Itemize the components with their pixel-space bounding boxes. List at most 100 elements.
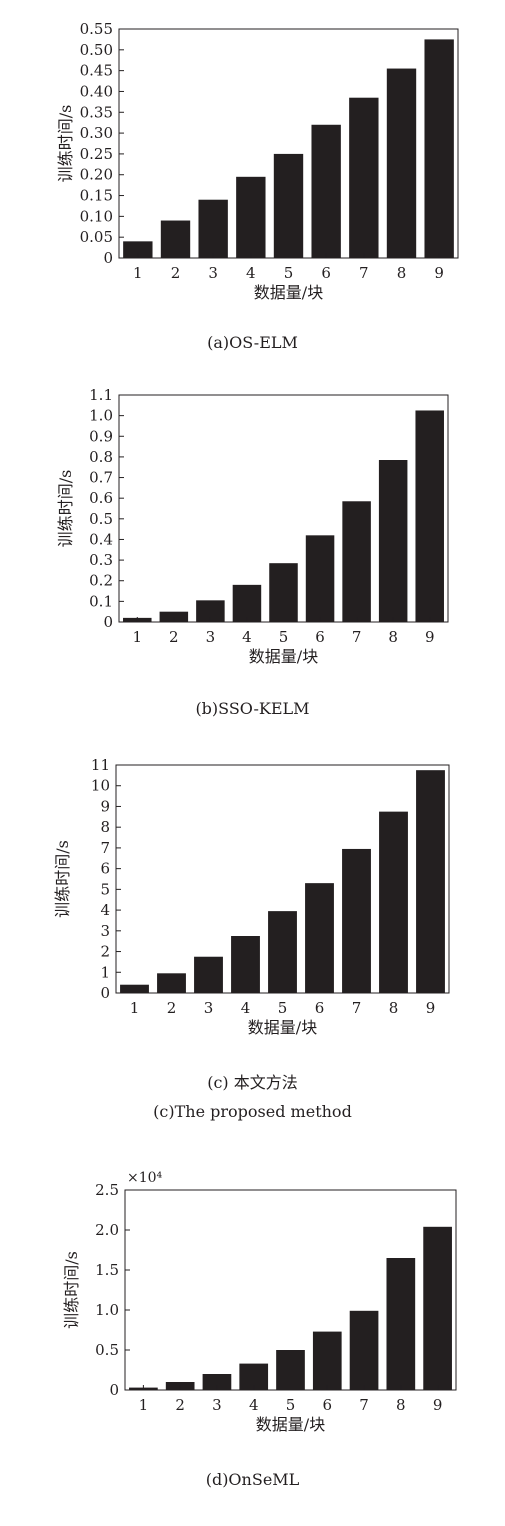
y-tick-label: 2 xyxy=(100,943,110,961)
y-tick-label: 0.5 xyxy=(89,510,113,528)
x-axis-label: 数据量/块 xyxy=(254,283,323,302)
chart-b: 0 0.1 0.2 0.3 0.4 0.5 0.6 0.7 0.8 0.9 1.0 1.1 1 2 3 4 5 6… xyxy=(56,386,449,666)
x-tick-label: 4 xyxy=(246,264,256,282)
x-tick-label: 9 xyxy=(433,1396,443,1414)
bar-7 xyxy=(342,501,371,622)
bar-7 xyxy=(349,1310,379,1390)
bar-2 xyxy=(157,973,186,993)
y-tick-label: 10 xyxy=(91,777,110,795)
x-tick-label: 3 xyxy=(206,628,216,646)
chart-c-caption-en: (c)The proposed method xyxy=(153,1102,352,1121)
bar-5 xyxy=(273,153,304,258)
chart-d: 0 0.5 1.0 1.5 2.0 2.5 1 2 3 4 5 6 7 8 9 数据量/块 训练时间/s ×10⁴ xyxy=(62,1170,457,1434)
bar-3 xyxy=(196,600,225,622)
y-tick-label: 0.5 xyxy=(95,1341,119,1359)
x-tick-label: 5 xyxy=(279,628,289,646)
bar-8 xyxy=(386,68,417,259)
x-tick-label: 9 xyxy=(426,999,436,1017)
y-axis-label: 训练时间/s xyxy=(62,1251,81,1329)
x-tick-label: 1 xyxy=(139,1396,149,1414)
y-tick-label: 0 xyxy=(103,249,113,267)
y-tick-label: 1.5 xyxy=(95,1261,119,1279)
bar-7 xyxy=(342,848,371,993)
x-tick-label: 8 xyxy=(397,264,407,282)
bar-9 xyxy=(416,770,445,993)
x-tick-label: 8 xyxy=(396,1396,406,1414)
y-tick-label: 0.3 xyxy=(89,551,113,569)
y-axis-label: 训练时间/s xyxy=(56,105,75,183)
y-axis-label: 训练时间/s xyxy=(56,470,75,548)
bar-3 xyxy=(198,199,228,258)
y-axis-label: 训练时间/s xyxy=(53,840,72,918)
x-tick-label: 8 xyxy=(389,999,399,1017)
x-tick-label: 8 xyxy=(388,628,398,646)
x-tick-label: 4 xyxy=(242,628,252,646)
y-tick-label: 1.0 xyxy=(95,1301,119,1319)
y-tick-label: 0.50 xyxy=(80,41,113,59)
bar-4 xyxy=(232,584,262,622)
x-tick-label: 7 xyxy=(352,999,362,1017)
y-tick-label: 0.55 xyxy=(80,20,113,38)
x-tick-label: 6 xyxy=(321,264,331,282)
bar-6 xyxy=(305,535,335,622)
y-tick-label: 2.5 xyxy=(95,1181,119,1199)
y-tick-label: 0.8 xyxy=(89,448,113,466)
bar-9 xyxy=(424,39,454,259)
x-tick-label: 6 xyxy=(315,628,325,646)
x-tick-label: 6 xyxy=(323,1396,333,1414)
x-tick-label: 3 xyxy=(212,1396,222,1414)
bar-2 xyxy=(159,611,189,622)
bar-5 xyxy=(268,911,297,993)
x-tick-label: 5 xyxy=(286,1396,296,1414)
y-tick-label: 11 xyxy=(91,756,110,774)
y-tick-label: 0 xyxy=(103,613,113,631)
x-tick-label: 1 xyxy=(130,999,140,1017)
y-tick-label: 0.45 xyxy=(80,62,113,80)
y-tick-label: 6 xyxy=(100,860,110,878)
bar-1 xyxy=(123,241,153,258)
y-tick-label: 0.15 xyxy=(80,187,113,205)
bar-8 xyxy=(379,811,408,993)
y-tick-label: 3 xyxy=(100,922,110,940)
x-tick-label: 1 xyxy=(133,264,143,282)
bar-2 xyxy=(160,220,191,258)
y-tick-label: 0.10 xyxy=(80,207,113,225)
x-tick-label: 9 xyxy=(425,628,435,646)
bar-6 xyxy=(305,883,334,993)
y-tick-label: 0.4 xyxy=(89,530,113,548)
x-tick-label: 7 xyxy=(359,1396,369,1414)
x-tick-label: 5 xyxy=(278,999,288,1017)
y-tick-label: 0.40 xyxy=(80,82,113,100)
y-tick-label: 1.1 xyxy=(89,386,113,404)
x-axis-label: 数据量/块 xyxy=(256,1415,325,1434)
x-tick-label: 5 xyxy=(284,264,294,282)
chart-d-caption: (d)OnSeML xyxy=(205,1470,300,1489)
x-tick-label: 6 xyxy=(315,999,325,1017)
y-tick-label: 0.6 xyxy=(89,489,113,507)
bar-7 xyxy=(349,97,379,258)
x-tick-label: 3 xyxy=(204,999,214,1017)
chart-c-caption-cn: (c) 本文方法 xyxy=(207,1073,298,1092)
y-tick-label: 0.05 xyxy=(80,228,113,246)
x-tick-label: 2 xyxy=(169,628,179,646)
x-tick-label: 2 xyxy=(175,1396,185,1414)
x-tick-label: 9 xyxy=(434,264,444,282)
y-tick-label: 2.0 xyxy=(95,1221,119,1239)
bar-6 xyxy=(311,124,341,258)
y-tick-label: 1 xyxy=(100,963,110,981)
y-tick-label: 0.9 xyxy=(89,427,113,445)
chart-b-caption: (b)SSO-KELM xyxy=(195,699,310,718)
x-tick-label: 7 xyxy=(352,628,362,646)
bar-5 xyxy=(276,1350,305,1390)
bar-9 xyxy=(415,410,444,622)
y-tick-label: 7 xyxy=(100,839,110,857)
bar-4 xyxy=(236,176,266,258)
bar-3 xyxy=(202,1374,232,1390)
x-axis-label: 数据量/块 xyxy=(249,647,318,666)
y-tick-label: 0 xyxy=(100,984,110,1002)
y-tick-label: 1.0 xyxy=(89,407,113,425)
y-tick-label: 9 xyxy=(100,797,110,815)
y-tick-label: 5 xyxy=(100,880,110,898)
x-tick-label: 1 xyxy=(133,628,143,646)
